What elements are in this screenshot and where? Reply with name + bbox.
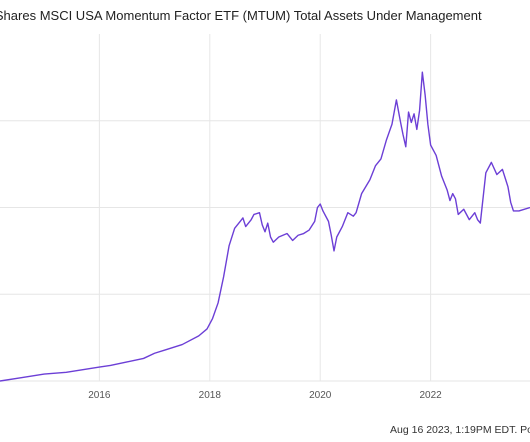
x-tick-label-2022: 2022: [420, 390, 443, 401]
x-tick-label-2016: 2016: [88, 390, 111, 401]
series-line: [0, 71, 530, 382]
chart-title: iShares MSCI USA Momentum Factor ETF (MT…: [0, 8, 482, 23]
x-axis: 2016 2018 2020 2022: [88, 390, 442, 401]
chart-footer: Aug 16 2023, 1:19PM EDT. Powered by YCHA…: [390, 424, 530, 436]
x-tick-label-2020: 2020: [309, 390, 332, 401]
x-tick-label-2018: 2018: [199, 390, 222, 401]
grid-layer: [0, 34, 530, 382]
